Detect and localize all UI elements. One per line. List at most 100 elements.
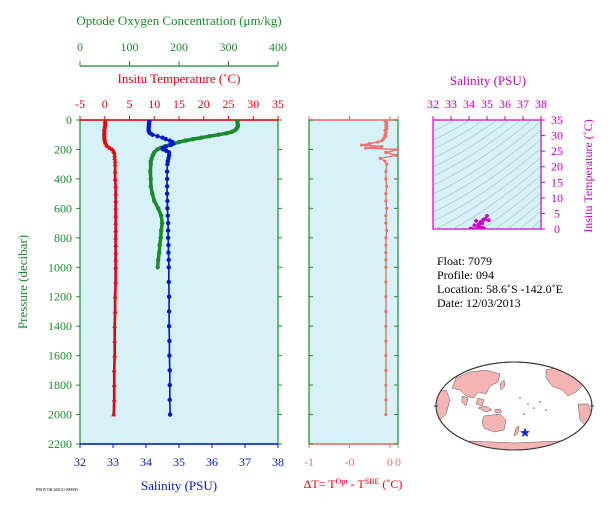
oxygen-point [158,213,164,218]
temperature-tick-label: 10 [148,97,160,111]
salinity-point [165,198,170,204]
oxygen-point [148,184,153,189]
density-isopleth [433,120,510,168]
salinity-point [165,220,171,226]
delta-t-point [383,159,387,163]
ts-temperature-tick-label: 15 [551,175,563,189]
oxygen-point [152,198,157,204]
temperature-point [113,235,119,240]
salinity-tick-label: 37 [239,455,251,469]
salinity-tick-label: 38 [272,455,284,469]
delta-t-point [368,141,372,146]
pressure-tick-label: 1200 [48,290,72,304]
ts-point [468,226,473,229]
oxygen-point [176,139,182,145]
temperature-point [112,338,118,343]
temperature-point [112,294,118,299]
density-isopleth [433,120,498,159]
delta-t-point [396,147,398,152]
oxygen-point [157,242,162,248]
temperature-point [113,264,119,270]
float-id: Float: 7079 [437,254,492,268]
temperature-point [111,397,117,402]
oxygen-point [224,131,229,136]
oxygen-tick-label: 200 [170,40,188,54]
delta-t-point [384,398,388,402]
ts-plot-area [432,119,542,230]
delta-t-point [384,214,388,218]
delta-series [359,120,398,417]
density-isopleth [433,120,485,150]
pressure-tick-label: 0 [66,113,72,127]
oxygen-point [158,235,163,241]
temperature-point [112,161,118,166]
density-isopleth [433,120,533,186]
density-isopleth [433,129,541,204]
temperature-point [112,152,118,158]
salinity-point [160,147,166,152]
salinity-tick-label: 32 [74,455,86,469]
density-isopleth [433,120,541,195]
density-isopleth [434,156,541,229]
salinity-point [165,235,171,241]
temperature-point [113,227,119,233]
oxygen-tick-label: 400 [269,40,287,54]
ts-density-contours [433,120,541,229]
salinity-axis-title: Salinity (PSU) [141,478,217,493]
ts-point [474,219,479,223]
salinity-point [166,257,171,263]
delta-t-point [385,162,389,166]
oxygen-point [148,161,153,167]
pressure-tick-label: 600 [54,201,72,215]
delta-t-point [384,339,388,343]
delta-t-point [385,228,389,233]
salinity-point [165,228,171,233]
pressure-tick-label: 800 [54,231,72,245]
oxygen-point [155,265,160,270]
temperature-point [113,242,119,247]
temperature-tick-label: 35 [272,97,284,111]
delta-plot-area [308,119,399,445]
pressure-tick-label: 1000 [48,260,72,274]
oxygen-tick-label: 100 [121,40,139,54]
delta-t-point [384,368,388,372]
salinity-point [166,323,172,329]
delta-ticks: -1 -0 0 0 [304,116,401,469]
delta-t-point [384,383,388,387]
temperature-point [112,168,118,174]
ts-salinity-tick-label: 38 [535,97,547,111]
salinity-point [164,176,170,182]
oxygen-point [156,206,161,211]
temperature-tick-label: 30 [247,97,259,111]
delta-t-point [384,324,388,328]
oxygen-point [159,220,165,226]
salinity-point [167,353,172,358]
temperature-point [111,149,117,155]
temperature-point [113,198,119,203]
delta-t-point [384,412,388,417]
pressure-tick-label: 2200 [48,437,72,451]
delta-t-point [384,250,388,255]
delta-axis-title: ΔT= TOpt - TSBE (˚C) [304,477,403,491]
oxygen-axis-title: Optode Oxygen Concentration (μm/kg) [76,13,281,28]
temperature-tick-label: 15 [173,97,185,111]
salinity-point [164,191,170,196]
delta-tick-label: -1 [304,455,314,469]
salinity-point [167,412,173,417]
density-isopleth [452,165,541,229]
temperature-point [113,205,119,211]
salinity-tick-label: 34 [140,455,152,469]
ts-temperature-axis-title: Insitu Temperature (˚C) [581,119,595,233]
delta-t-point [384,150,388,154]
delta-t-point [384,354,388,358]
ts-point [486,218,491,223]
float-info: Float: 7079 Profile: 094 Location: 58.6˚… [437,254,563,310]
ts-temperature-tick-label: 20 [551,160,563,174]
temperature-tick-label: 5 [127,97,133,111]
oxygen-tick-label: 0 [77,40,83,54]
temperature-point [113,183,119,189]
temperature-tick-label: 20 [198,97,210,111]
oxygen-point [216,132,221,137]
ts-point [481,217,486,222]
